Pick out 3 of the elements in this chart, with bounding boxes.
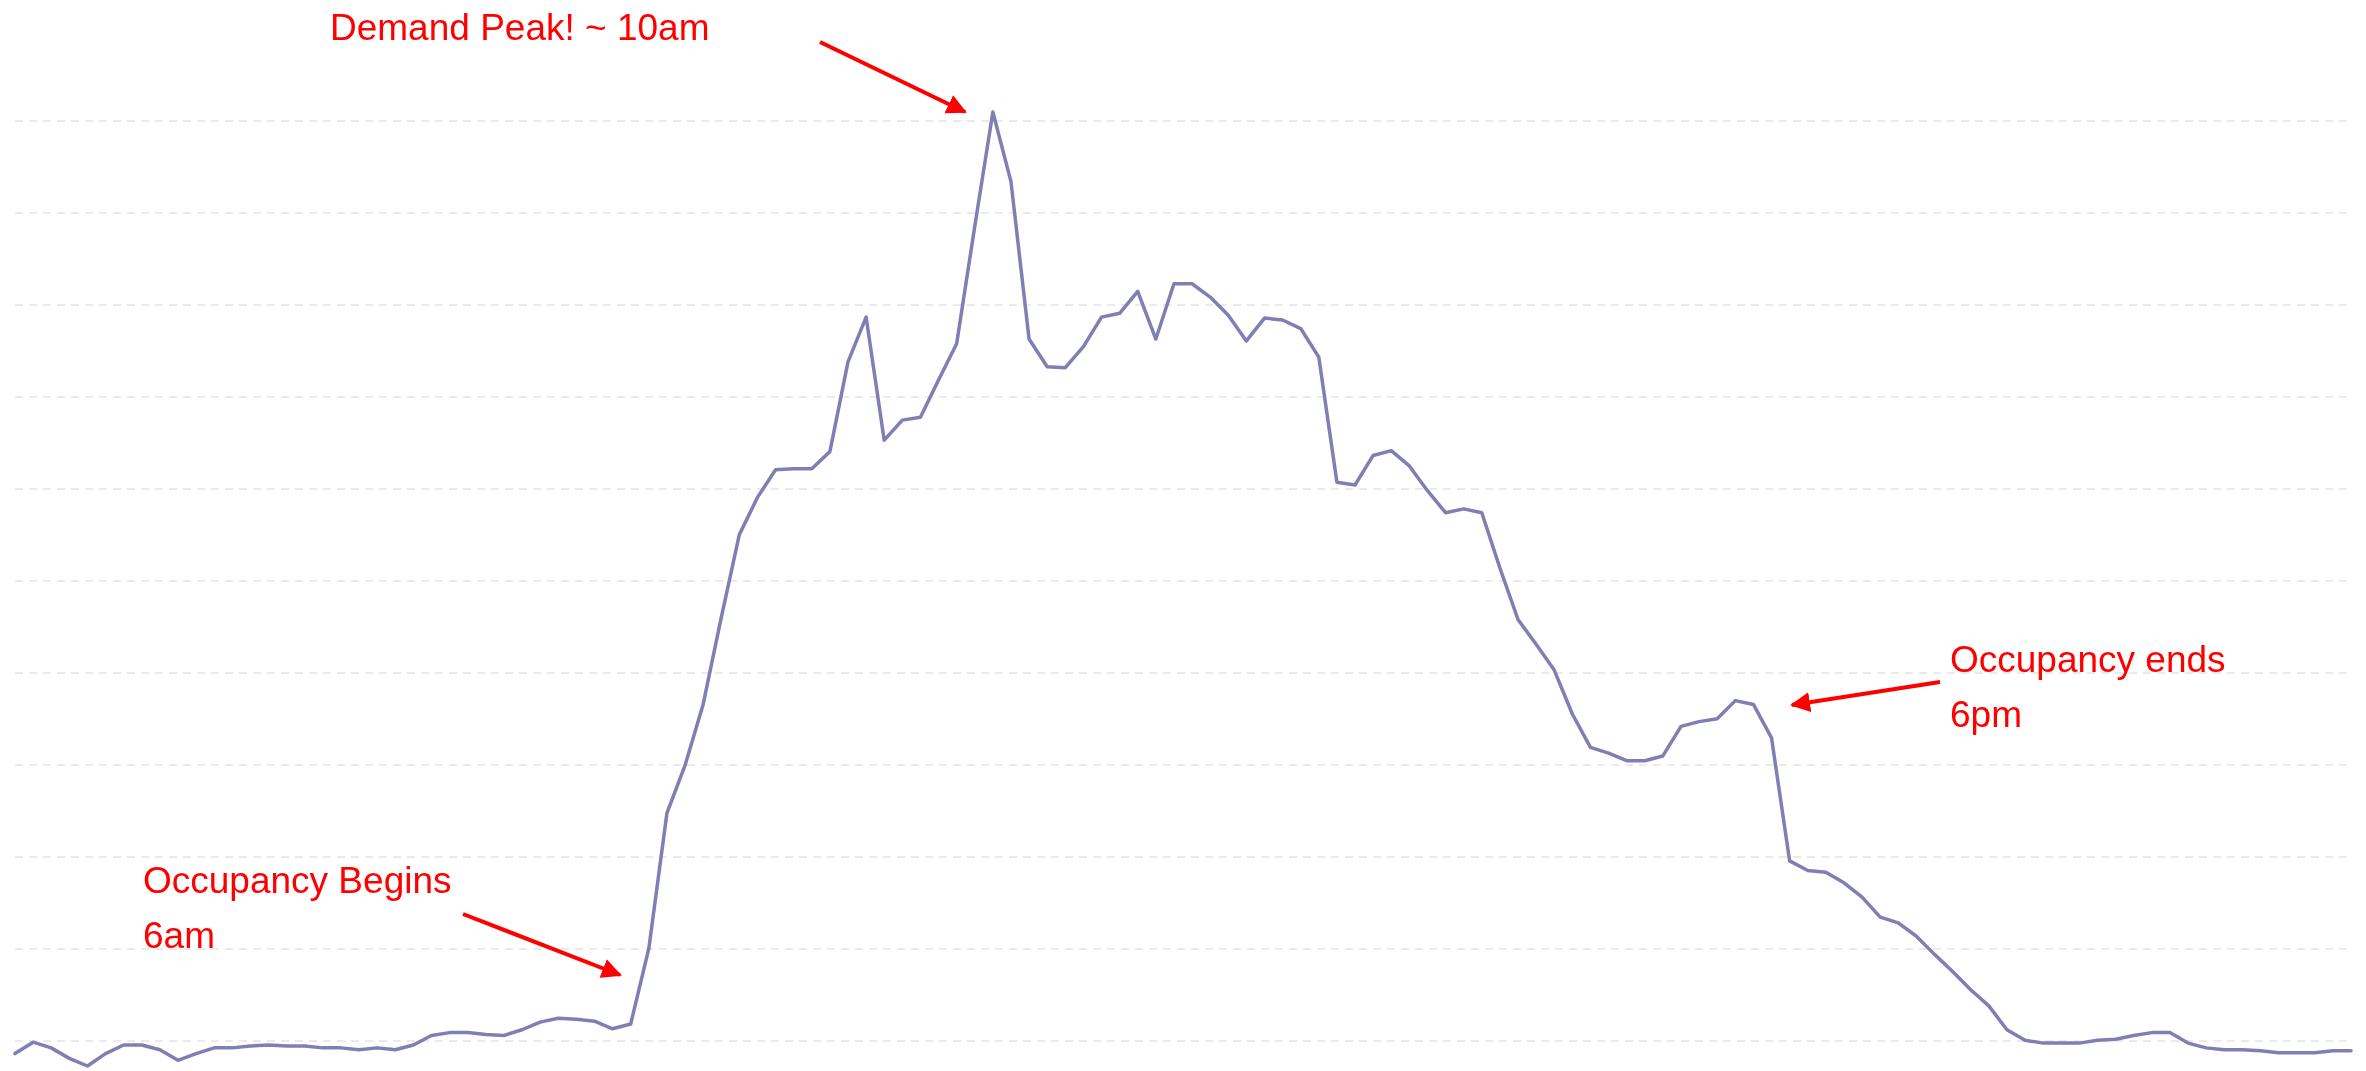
text: Demand Peak! ~ 10am <box>330 7 710 48</box>
annotation: Occupancy ends 6pm <box>1950 639 2226 735</box>
annotation: Occupancy Begins 6am <box>143 860 452 956</box>
